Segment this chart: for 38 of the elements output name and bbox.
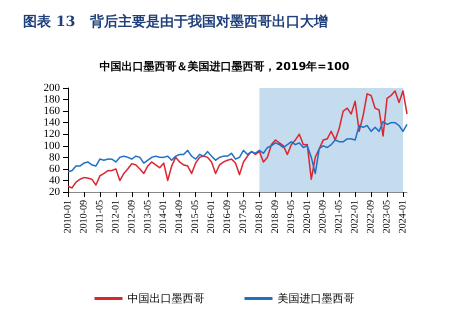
x-tick-label: 2012-01 — [110, 200, 122, 234]
legend-label: 美国进口墨西哥 — [278, 292, 354, 305]
legend-label: 中国出口墨西哥 — [128, 292, 204, 305]
y-tick-label: 200 — [44, 82, 60, 94]
line-series — [67, 90, 408, 189]
x-tick-label: 2020-09 — [318, 200, 329, 234]
x-tick-label: 2022-09 — [366, 200, 377, 234]
x-tick-label: 2017-05 — [238, 200, 249, 234]
x-tick-label: 2015-05 — [190, 200, 202, 234]
y-tick-label: 80 — [49, 151, 60, 164]
y-tick-label: 180 — [44, 94, 60, 106]
x-tick-label: 2010-09 — [78, 200, 90, 234]
line-series — [67, 120, 408, 174]
x-tick-label: 2014-09 — [174, 200, 186, 234]
x-tick-label: 2024-01 — [398, 200, 409, 234]
x-tick-label: 2018-01 — [254, 200, 265, 234]
x-tick-label: 2018-09 — [270, 200, 281, 234]
x-tick-label: 2019-05 — [286, 200, 297, 234]
y-tick-label: 100 — [44, 140, 60, 152]
y-tick-label: 120 — [44, 128, 60, 140]
x-tick-label: 2012-09 — [126, 200, 138, 234]
chart-title: 图表 13 背后主要是由于我国对墨西哥出口大增 — [23, 13, 328, 30]
y-tick-label: 40 — [49, 174, 60, 186]
y-tick-label: 20 — [49, 186, 60, 198]
chart-subtitle: 中国出口墨西哥＆美国进口墨西哥，2019年=100 — [100, 60, 350, 73]
x-tick-label: 2021-05 — [334, 200, 345, 234]
y-tick-label: 160 — [44, 105, 60, 118]
x-tick-label: 2022-01 — [350, 200, 361, 234]
x-tick-label: 2011-05 — [94, 200, 106, 233]
x-tick-label: 2020-01 — [302, 200, 313, 234]
x-tick-label: 2023-05 — [382, 200, 393, 234]
y-tick-label: 140 — [44, 116, 60, 129]
x-tick-label: 2016-01 — [206, 200, 218, 234]
x-tick-label: 2014-01 — [158, 200, 170, 234]
x-tick-label: 2013-05 — [142, 200, 154, 234]
x-tick-label: 2016-09 — [222, 200, 234, 234]
y-tick-label: 60 — [49, 162, 60, 175]
x-tick-label: 2010-01 — [62, 200, 74, 234]
